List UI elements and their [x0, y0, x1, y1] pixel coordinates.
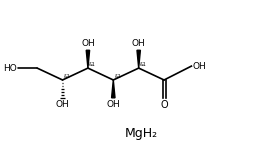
- Text: OH: OH: [132, 39, 146, 48]
- Text: O: O: [161, 100, 168, 110]
- Polygon shape: [111, 80, 115, 98]
- Polygon shape: [137, 50, 140, 68]
- Text: MgH₂: MgH₂: [125, 127, 158, 140]
- Text: OH: OH: [81, 39, 95, 48]
- Text: OH: OH: [56, 100, 70, 109]
- Text: &1: &1: [89, 62, 96, 67]
- Text: &1: &1: [140, 62, 147, 67]
- Text: &1: &1: [63, 74, 70, 79]
- Text: HO: HO: [3, 64, 17, 73]
- Text: &1: &1: [114, 74, 121, 79]
- Text: OH: OH: [192, 62, 206, 71]
- Polygon shape: [86, 50, 90, 68]
- Text: OH: OH: [106, 100, 120, 109]
